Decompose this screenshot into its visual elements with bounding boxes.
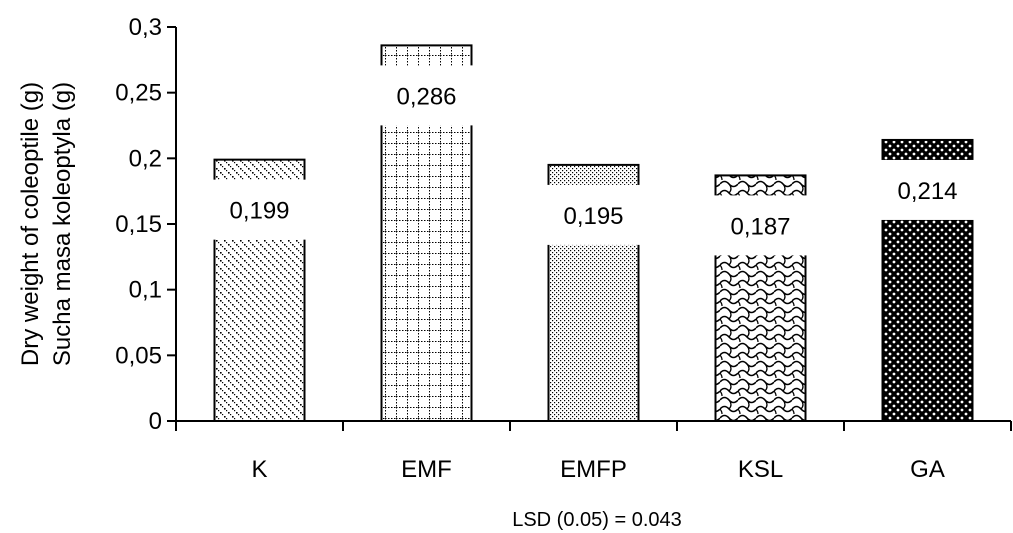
y-tick-label: 0,15 bbox=[115, 211, 162, 238]
value-labels-group: 0,199 0,286 0,195 0,187 0,214 bbox=[211, 65, 976, 256]
y-tick-label: 0 bbox=[149, 408, 162, 435]
value-label-background bbox=[211, 179, 308, 240]
y-axis-title-line: Sucha masa koleoptyla (g) bbox=[49, 82, 76, 366]
x-tick-label: EMF bbox=[401, 456, 452, 483]
value-label-background bbox=[879, 159, 976, 220]
y-tick-label: 0,3 bbox=[129, 14, 162, 41]
y-tick-label: 0,2 bbox=[129, 145, 162, 172]
y-tick-label: 0,05 bbox=[115, 342, 162, 369]
y-ticks-group: 0 0,05 0,1 0,15 0,2 0,25 0,3 bbox=[115, 14, 176, 435]
lsd-annotation: LSD (0.05) = 0.043 bbox=[512, 509, 682, 531]
value-label: 0,214 bbox=[897, 178, 957, 205]
x-tick-label: KSL bbox=[738, 456, 783, 483]
value-label-background bbox=[545, 184, 642, 245]
y-axis-title-line: Dry weight of coleoptile (g) bbox=[17, 82, 44, 366]
y-tick-label: 0,25 bbox=[115, 80, 162, 107]
x-tick-label: K bbox=[251, 456, 267, 483]
value-label: 0,187 bbox=[730, 213, 790, 240]
value-label: 0,195 bbox=[563, 203, 623, 230]
x-tick-label: GA bbox=[910, 456, 945, 483]
value-label: 0,199 bbox=[229, 198, 289, 225]
value-label-background bbox=[712, 195, 809, 256]
y-tick-label: 0,1 bbox=[129, 277, 162, 304]
x-tick-label: EMFP bbox=[560, 456, 627, 483]
x-ticks-group: K EMF EMFP KSL GA bbox=[175, 421, 1012, 483]
value-label: 0,286 bbox=[396, 83, 456, 110]
value-label-background bbox=[378, 65, 475, 126]
y-axis-title: Dry weight of coleoptile (g) Sucha masa k… bbox=[17, 82, 76, 366]
